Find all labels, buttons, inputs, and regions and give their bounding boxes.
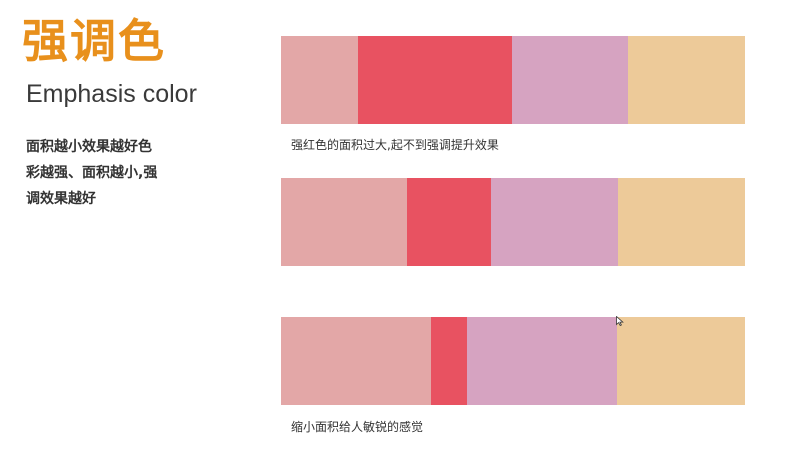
color-segment-sand: [616, 317, 745, 405]
color-segment-red: [430, 317, 468, 405]
mouse-cursor-icon: [616, 316, 624, 326]
color-segment-pink: [281, 36, 359, 124]
color-bar-example-3: [281, 317, 745, 405]
description-line: 彩越强、面积越小,强: [26, 165, 158, 181]
caption-example-3: 缩小面积给人敏锐的感觉: [291, 420, 424, 434]
color-segment-mauve: [491, 178, 619, 266]
color-segment-pink: [281, 178, 408, 266]
page-title: 强调色: [22, 14, 166, 68]
color-segment-red: [358, 36, 513, 124]
color-segment-mauve: [512, 36, 629, 124]
color-segment-sand: [628, 36, 745, 124]
color-segment-pink: [281, 317, 431, 405]
description-line: 调效果越好: [26, 191, 96, 207]
color-segment-sand: [618, 178, 745, 266]
description-text: 面积越小效果越好色 彩越强、面积越小,强 调效果越好: [26, 134, 196, 212]
caption-example-1: 强红色的面积过大,起不到强调提升效果: [291, 138, 499, 152]
description-line: 面积越小效果越好色: [26, 139, 152, 155]
color-bar-example-1: [281, 36, 745, 124]
color-bar-example-2: [281, 178, 745, 266]
color-segment-red: [407, 178, 492, 266]
color-segment-mauve: [467, 317, 617, 405]
page-subtitle: Emphasis color: [26, 80, 197, 108]
